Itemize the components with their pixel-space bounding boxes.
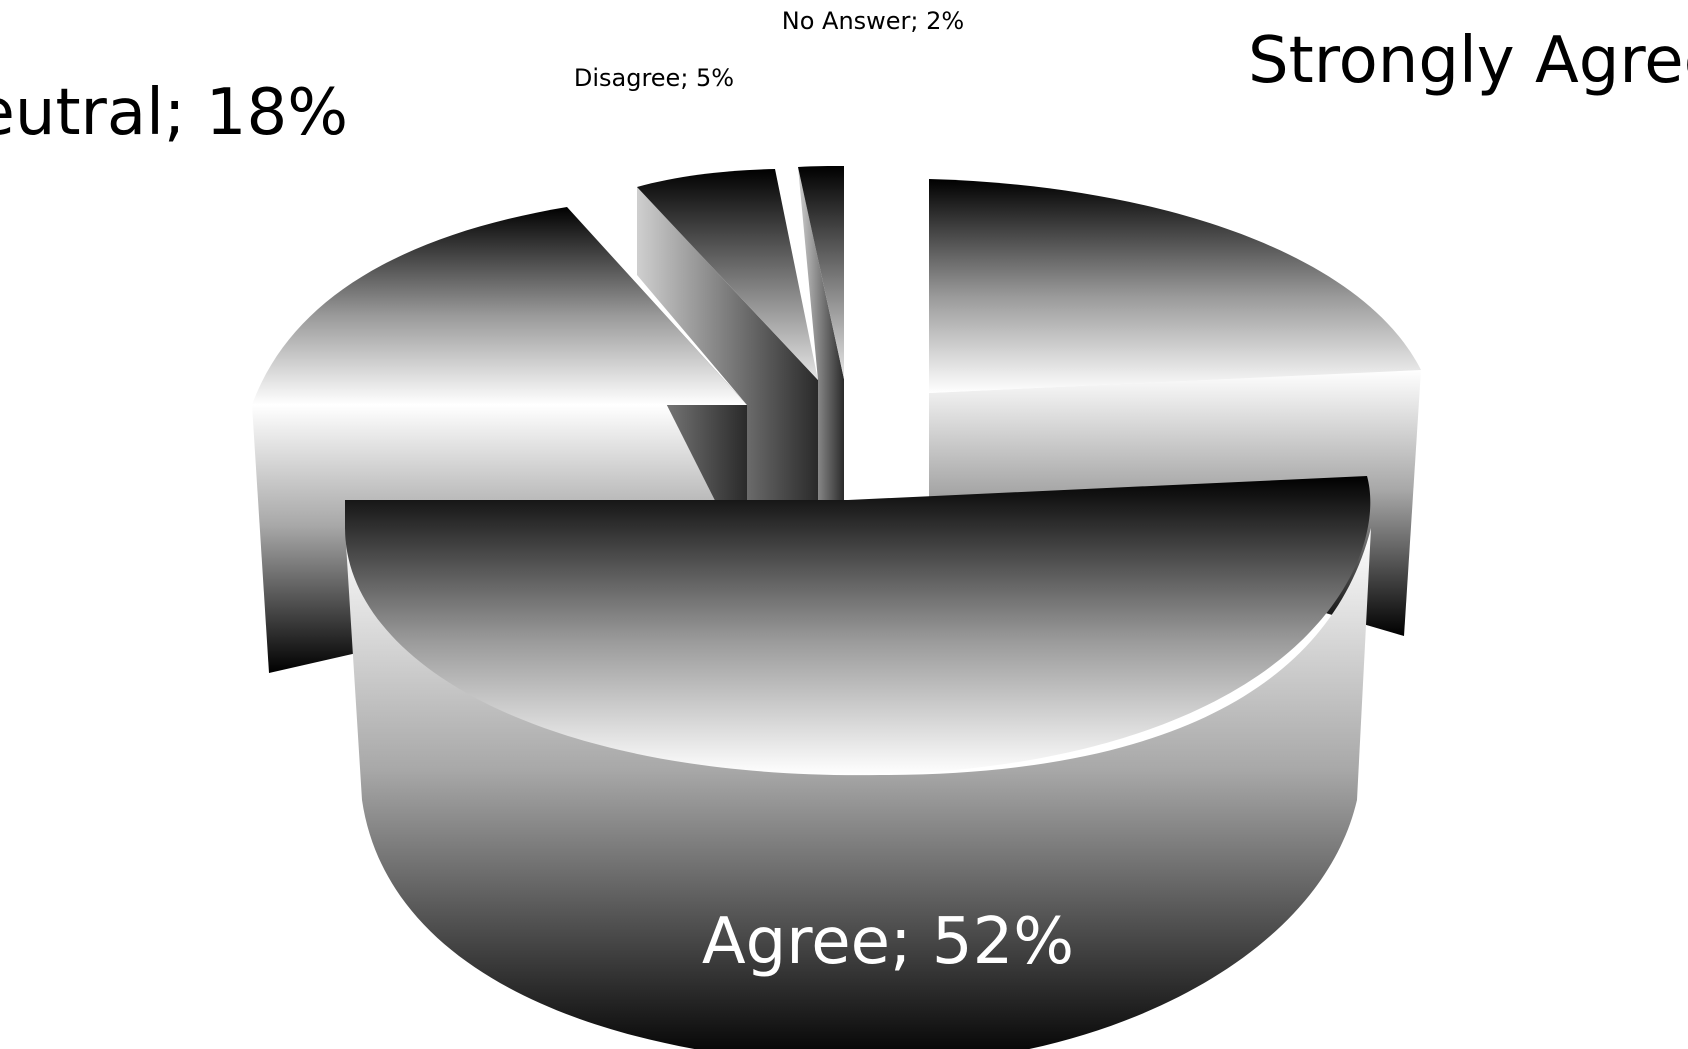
data-label-neutral: Neutral; 18% bbox=[0, 76, 348, 150]
slice-disagree-side bbox=[637, 187, 818, 500]
data-label-no-answer: No Answer; 2% bbox=[782, 7, 964, 35]
slice-no-answer-side bbox=[798, 167, 844, 500]
slice-disagree bbox=[637, 169, 818, 380]
data-label-agree: Agree; 52% bbox=[702, 905, 1074, 979]
slice-neutral bbox=[252, 207, 747, 405]
slice-agree-side bbox=[345, 528, 1371, 1049]
data-label-strongly-agree: Strongly Agree; 23% bbox=[1248, 24, 1688, 98]
slice-strongly-agree bbox=[929, 179, 1421, 393]
slice-agree bbox=[345, 476, 1371, 776]
data-label-disagree: Disagree; 5% bbox=[574, 64, 734, 92]
slice-no-answer bbox=[798, 166, 844, 379]
